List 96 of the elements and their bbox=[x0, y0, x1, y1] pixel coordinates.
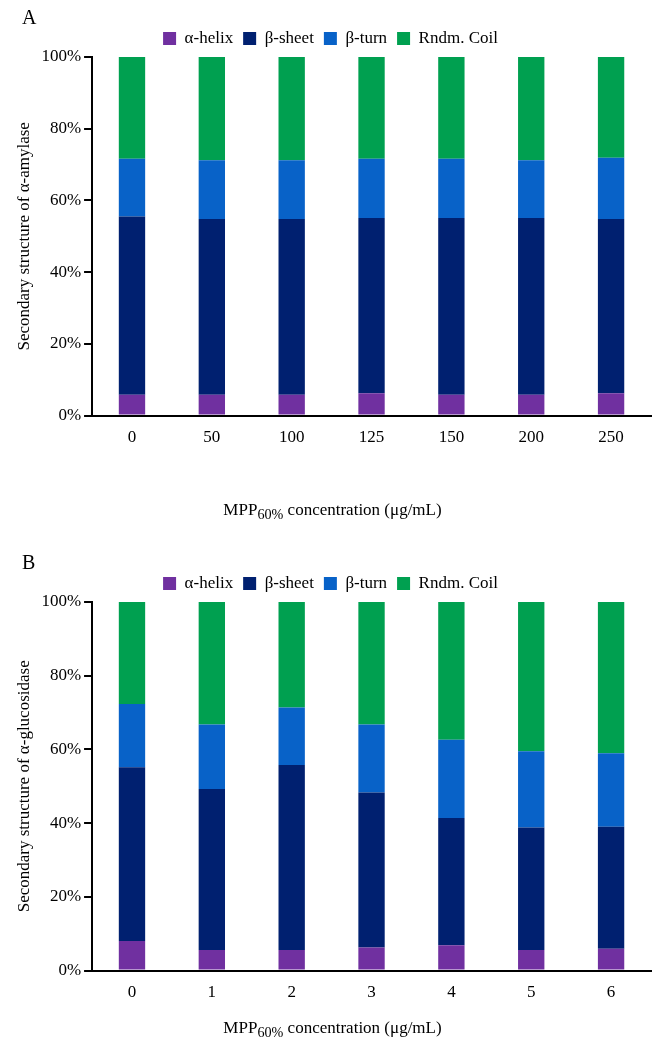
bar bbox=[198, 788, 226, 950]
x-tick-label: 0 bbox=[127, 427, 137, 447]
chart-title: A bbox=[22, 6, 37, 29]
legend-label: β-sheet bbox=[264, 27, 315, 47]
bar bbox=[597, 753, 625, 827]
bar bbox=[518, 602, 545, 752]
bar bbox=[118, 602, 146, 705]
y-tick-label: 20% bbox=[49, 886, 82, 906]
bar bbox=[198, 724, 226, 789]
y-axis-title: Secondary structure of α-glucosidase bbox=[13, 660, 33, 913]
bar bbox=[118, 57, 146, 159]
chart-title: B bbox=[22, 551, 36, 574]
legend-label: Rndm. Coil bbox=[418, 27, 499, 47]
x-tick-label: 0 bbox=[127, 982, 137, 1002]
bar bbox=[278, 764, 305, 950]
bar bbox=[118, 704, 146, 768]
x-tick-label: 1 bbox=[207, 982, 217, 1002]
x-tick-label: 5 bbox=[526, 982, 536, 1002]
bar bbox=[278, 160, 305, 220]
x-tick-label: 100 bbox=[278, 427, 305, 447]
legend-label: β-turn bbox=[345, 27, 388, 47]
bar bbox=[358, 724, 385, 793]
bar bbox=[118, 394, 146, 415]
y-tick-label: 60% bbox=[49, 189, 82, 209]
bar bbox=[358, 792, 385, 948]
y-tick-label: 40% bbox=[49, 812, 82, 832]
bar bbox=[438, 218, 465, 395]
bar bbox=[518, 751, 545, 828]
bar bbox=[358, 218, 385, 394]
bar bbox=[518, 827, 545, 950]
y-tick-label: 0% bbox=[58, 960, 82, 980]
bar bbox=[597, 393, 625, 415]
x-tick-label: 3 bbox=[367, 982, 376, 1002]
bar bbox=[438, 158, 465, 219]
x-axis-title: MPP$_{60%}$ concentration (μg/mL) bbox=[222, 1018, 443, 1040]
bar bbox=[198, 219, 226, 395]
bar bbox=[438, 739, 465, 818]
bar bbox=[198, 602, 226, 725]
y-tick-label: 60% bbox=[49, 738, 82, 758]
y-tick-label: 100% bbox=[41, 46, 82, 66]
bar bbox=[358, 947, 385, 970]
legend-label: β-turn bbox=[345, 572, 388, 592]
x-tick-label: 2 bbox=[287, 982, 296, 1002]
bar bbox=[278, 57, 305, 161]
bar bbox=[597, 602, 625, 754]
bar bbox=[597, 948, 625, 970]
bar bbox=[198, 160, 226, 220]
x-tick-label: 6 bbox=[606, 982, 616, 1002]
bar bbox=[438, 818, 465, 946]
legend-label: Rndm. Coil bbox=[418, 572, 499, 592]
bar bbox=[438, 602, 465, 740]
y-axis-title: Secondary structure of α-amylase bbox=[13, 122, 33, 351]
bar bbox=[118, 941, 146, 970]
bar bbox=[198, 394, 226, 415]
y-tick-label: 80% bbox=[49, 118, 82, 138]
bar bbox=[118, 767, 146, 942]
bar bbox=[518, 394, 545, 415]
x-tick-label: 250 bbox=[598, 427, 624, 447]
bar bbox=[198, 949, 226, 970]
x-axis-title: MPP$_{60%}$ concentration (μg/mL) bbox=[222, 500, 443, 524]
bar bbox=[597, 157, 625, 220]
bar bbox=[118, 158, 146, 217]
y-tick-label: 100% bbox=[41, 591, 82, 611]
bar bbox=[518, 57, 545, 161]
bar bbox=[438, 394, 465, 415]
bar bbox=[438, 57, 465, 159]
legend-label: β-sheet bbox=[264, 572, 315, 592]
bar bbox=[278, 394, 305, 415]
bar bbox=[278, 949, 305, 970]
bar bbox=[358, 602, 385, 725]
bar bbox=[358, 158, 385, 219]
bar bbox=[518, 949, 545, 970]
bar bbox=[198, 57, 226, 161]
bar bbox=[358, 393, 385, 415]
legend-label: α-helix bbox=[184, 572, 234, 592]
bar bbox=[518, 218, 545, 395]
bar bbox=[118, 216, 146, 395]
x-tick-label: 125 bbox=[358, 427, 385, 447]
x-tick-label: 150 bbox=[438, 427, 465, 447]
bar bbox=[278, 219, 305, 395]
y-tick-label: 20% bbox=[49, 333, 82, 353]
bar bbox=[597, 57, 625, 158]
y-tick-label: 0% bbox=[58, 405, 82, 425]
bar bbox=[358, 57, 385, 159]
bar bbox=[597, 219, 625, 394]
bar bbox=[518, 160, 545, 219]
bar bbox=[597, 826, 625, 949]
bar bbox=[278, 707, 305, 765]
bar bbox=[438, 945, 465, 970]
y-tick-label: 40% bbox=[49, 261, 82, 281]
bar bbox=[278, 602, 305, 708]
x-tick-label: 200 bbox=[518, 427, 544, 447]
legend-label: α-helix bbox=[184, 27, 234, 47]
x-tick-label: 50 bbox=[203, 427, 221, 447]
x-tick-label: 4 bbox=[447, 982, 457, 1002]
y-tick-label: 80% bbox=[49, 665, 82, 685]
